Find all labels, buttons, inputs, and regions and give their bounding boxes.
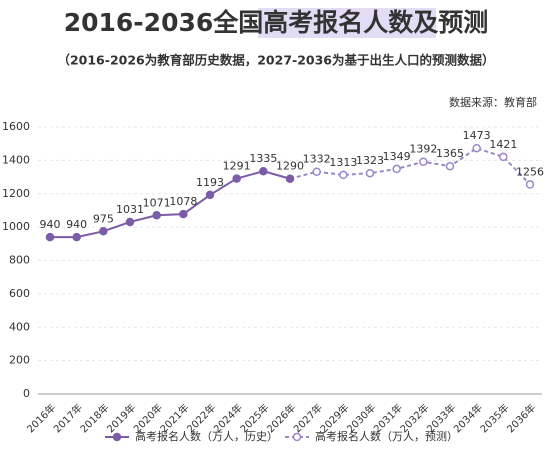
legend-marker (112, 432, 122, 442)
data-point (259, 166, 268, 176)
data-point (445, 161, 455, 171)
data-point (179, 209, 188, 219)
data-point (125, 217, 135, 227)
data-point (392, 164, 401, 174)
y-tick-label: 1400 (2, 153, 30, 166)
chart-title: 2016-2036全国高考报名人数及预测 (64, 8, 489, 37)
chart-subtitle: （2016-2026为教育部历史数据，2027-2036为基于出生人口的预测数据… (57, 53, 494, 68)
data-point (45, 232, 55, 242)
data-label: 1421 (489, 138, 517, 151)
x-tick-label: 2035年 (477, 401, 511, 435)
data-point (365, 168, 375, 178)
data-point (72, 232, 81, 242)
data-label: 1078 (169, 195, 197, 208)
title-highlight (258, 8, 436, 38)
data-point (419, 157, 428, 166)
data-point (472, 143, 481, 153)
data-label: 940 (40, 218, 61, 231)
x-tick-label: 2019年 (104, 401, 138, 435)
data-label: 1349 (383, 150, 411, 163)
series-line (289, 147, 531, 186)
data-point (525, 180, 535, 189)
data-point (312, 167, 321, 176)
legend-marker (292, 432, 302, 442)
y-tick-label: 1600 (2, 120, 30, 133)
data-point (152, 211, 161, 220)
y-tick-label: 1000 (2, 220, 30, 233)
data-point (499, 152, 508, 162)
data-point (99, 227, 108, 236)
data-label: 1071 (143, 196, 171, 209)
data-label: 1473 (463, 129, 491, 142)
source-note: 数据来源：教育部 (449, 95, 537, 109)
data-label: 975 (93, 212, 114, 225)
data-label: 1335 (249, 152, 277, 165)
x-tick-label: 2016年 (24, 401, 58, 435)
x-tick-label: 2018年 (77, 401, 111, 435)
data-label: 1365 (436, 147, 464, 160)
data-label: 1332 (303, 153, 331, 166)
data-label: 1031 (116, 203, 144, 216)
data-label: 1392 (409, 143, 437, 156)
data-label: 1313 (329, 156, 357, 169)
y-tick-label: 600 (9, 287, 30, 300)
legend-label: 高考报名人数（万人，预测） (315, 429, 458, 443)
data-label: 1290 (276, 160, 304, 173)
y-tick-label: 200 (9, 354, 30, 367)
y-tick-label: 800 (9, 254, 30, 267)
data-label: 1256 (516, 165, 544, 178)
data-label: 1193 (196, 176, 224, 189)
data-point (285, 174, 295, 183)
y-tick-label: 1200 (2, 187, 30, 200)
y-tick-label: 400 (9, 320, 30, 333)
data-label: 1291 (223, 160, 251, 173)
data-point (339, 170, 348, 180)
data-label: 1323 (356, 154, 384, 167)
data-point (232, 174, 241, 183)
x-tick-label: 2036年 (504, 401, 538, 435)
data-label: 940 (66, 218, 87, 231)
legend-label: 高考报名人数（万人，历史） (135, 429, 278, 443)
data-point (205, 190, 215, 200)
x-tick-label: 2017年 (51, 401, 85, 435)
series-line (50, 170, 291, 239)
y-tick-label: 0 (23, 387, 30, 400)
